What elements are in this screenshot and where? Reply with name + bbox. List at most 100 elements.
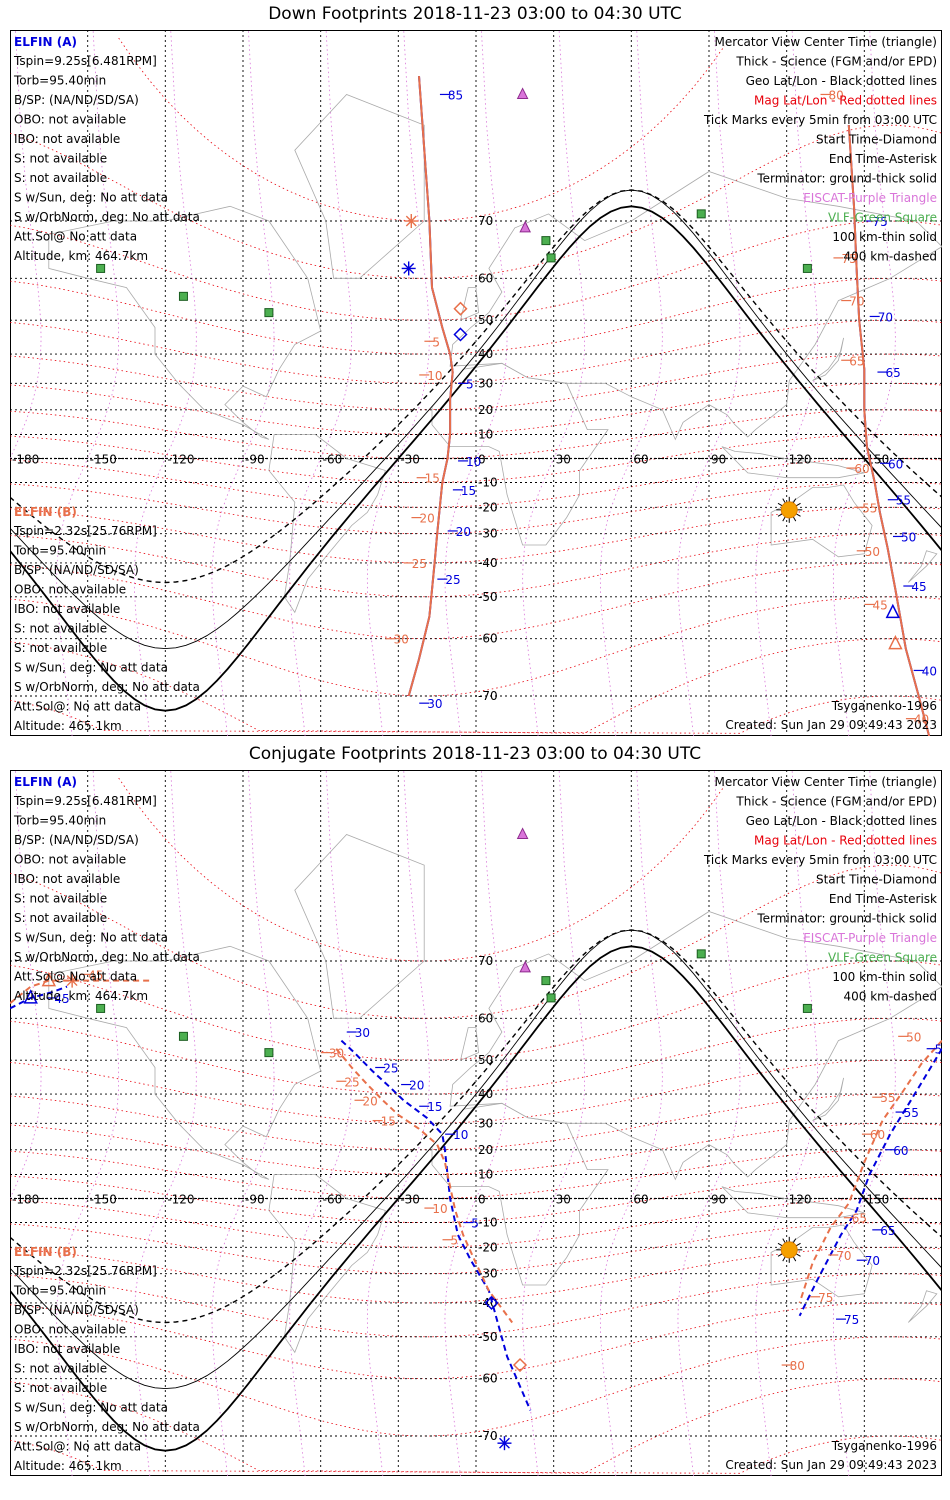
elfin-b-info-line: IBO: not available <box>14 1342 120 1356</box>
start-diamond <box>453 301 468 316</box>
lon-tick-label: 30 <box>556 1193 571 1207</box>
lon-tick-label: -90 <box>245 453 265 467</box>
lon-tick-label: -180 <box>12 1193 39 1207</box>
elfin-a-info-line: S w/OrbNorm, deg: No att data <box>14 210 200 224</box>
vlf-square <box>696 209 706 219</box>
elfin-b-info-line: B/SP: (NA/ND/SD/SA) <box>14 1303 139 1317</box>
mag-lat-line <box>10 319 942 384</box>
trace-tick-label-b: 50 <box>865 545 880 559</box>
created-label: Created: Sun Jan 29 09:49:43 2023 <box>725 718 937 732</box>
trace-tick-label-a: 40 <box>922 664 937 678</box>
trace-tick-label-a: 30 <box>427 697 442 711</box>
vlf-square <box>802 1003 812 1013</box>
lat-tick-label: 50 <box>478 313 493 327</box>
elfin-a-info-line: S: not available <box>14 152 107 166</box>
vlf-square <box>96 263 106 273</box>
conjugate-footprints-panel: Conjugate Footprints 2018-11-23 03:00 to… <box>0 740 950 1490</box>
elfin-b-info-line: S w/OrbNorm, deg: No att data <box>14 680 200 694</box>
elfin-a-info-line: S: not available <box>14 892 107 906</box>
elfin-a-info-line: OBO: not available <box>14 113 126 127</box>
vlf-square <box>541 236 551 246</box>
sun-ray <box>795 1242 801 1247</box>
coastline <box>431 1102 609 1286</box>
sun-ray <box>792 516 797 522</box>
lon-tick-label: -30 <box>400 1193 420 1207</box>
trace-tick-label-b: 65 <box>852 1212 867 1226</box>
coastline <box>48 945 322 1180</box>
elfin-b-info-line: Torb=95.40min <box>13 544 106 558</box>
lon-tick-label: -30 <box>400 453 420 467</box>
lon-tick-label: -120 <box>167 453 194 467</box>
mag-lat-line <box>10 1017 942 1095</box>
coastline <box>907 1290 938 1323</box>
lat-tick-label: -10 <box>478 1216 498 1230</box>
vlf-square <box>546 253 556 263</box>
elfin-b-info-line: B/SP: (NA/ND/SD/SA) <box>14 563 139 577</box>
mag-lat-line <box>10 638 942 734</box>
trace-tick-label-a: 15 <box>461 484 476 498</box>
trace-tick-label-b: 10 <box>427 369 442 383</box>
trace-tick-label-b: 5 <box>451 1234 459 1248</box>
legend-line: Start Time-Diamond <box>816 873 937 887</box>
lon-tick-label: 60 <box>633 453 648 467</box>
trace-tick-label-a: 45 <box>54 992 69 1006</box>
elfin-b-info-line: S: not available <box>14 622 107 636</box>
trace-tick-label-b: 55 <box>880 1091 895 1105</box>
lon-tick-label: -180 <box>12 453 39 467</box>
trace-tick-label-a: 5 <box>471 1217 479 1231</box>
vlf-square <box>178 1031 188 1041</box>
lat-tick-label: 60 <box>478 1011 493 1025</box>
trace-tick-label-b: 15 <box>381 1115 396 1129</box>
asterisk-stroke <box>499 1437 510 1449</box>
coastline <box>268 434 386 614</box>
lat-tick-label: 40 <box>478 347 493 361</box>
eiscat-triangle <box>519 220 531 233</box>
footprint-trace <box>335 1048 514 1324</box>
vlf-square <box>264 1048 274 1058</box>
footprint-trace <box>798 1039 942 1304</box>
sun-ray <box>795 502 801 507</box>
elfin-b-info-line: S: not available <box>14 641 107 655</box>
start-diamond <box>512 1357 528 1373</box>
lon-tick-label: 150 <box>866 1193 889 1207</box>
footprint-trace <box>407 76 454 697</box>
footprint-trace <box>10 985 68 1010</box>
coastline <box>812 337 844 381</box>
start-diamond <box>484 1295 499 1310</box>
trace-tick-label-a: 60 <box>893 1144 908 1158</box>
sun-ray <box>782 498 786 504</box>
legend-line: EISCAT-Purple Triangle <box>803 931 937 945</box>
sun-ray <box>795 1253 801 1257</box>
lon-tick-label: 90 <box>711 1193 726 1207</box>
elfin-a-info-line: Tspin=9.25s[6.481RPM] <box>13 54 157 68</box>
elfin-b-info-line: OBO: not available <box>14 583 126 597</box>
trace-tick-label-b: 80 <box>829 88 844 102</box>
legend-line: Mercator View Center Time (triangle) <box>715 775 937 789</box>
elfin-b-info-line: Att.Sol@: No att data <box>14 700 141 714</box>
elfin-a-info-line: S: not available <box>14 911 107 925</box>
lon-tick-label: 120 <box>789 1193 812 1207</box>
legend-line: Start Time-Diamond <box>816 133 937 147</box>
lat-tick-label: 50 <box>478 1053 493 1067</box>
vlf-square <box>546 993 556 1003</box>
coastline <box>431 362 609 546</box>
sun-ray <box>782 1238 786 1244</box>
trace-tick-label-a: 50 <box>901 530 916 544</box>
elfin-b-info-line: S w/Sun, deg: No att data <box>14 1401 168 1415</box>
lat-tick-label: 70 <box>478 954 493 968</box>
legend-line: 400 km-dashed <box>843 990 937 1004</box>
elfin-a-info-line: B/SP: (NA/ND/SD/SA) <box>14 93 139 107</box>
trace-tick-label-a: 55 <box>904 1106 919 1120</box>
sun-ray <box>795 513 801 517</box>
lat-tick-label: -70 <box>478 1429 498 1443</box>
trace-tick-label-b: 55 <box>862 501 877 515</box>
lat-tick-label: -20 <box>478 1240 498 1254</box>
coastline <box>721 446 865 479</box>
asterisk-stroke <box>405 215 417 227</box>
down-footprints-panel: Down Footprints 2018-11-23 03:00 to 04:3… <box>10 4 942 736</box>
trace-tick-label-b: 30 <box>329 1047 344 1061</box>
vlf-square <box>696 949 706 959</box>
trace-tick-label-b: 45 <box>88 968 103 982</box>
trace-tick-label-a: 15 <box>427 1100 442 1114</box>
center-triangle <box>885 603 901 619</box>
